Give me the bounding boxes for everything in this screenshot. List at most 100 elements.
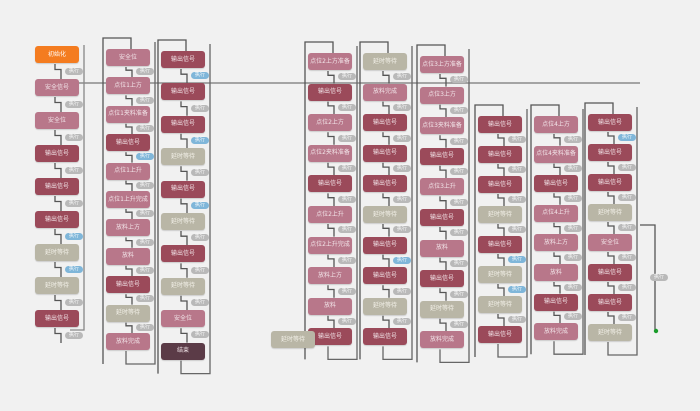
transition-badge[interactable]: 执行 <box>618 194 637 201</box>
flow-node-output[interactable]: 输出信号 <box>588 294 632 311</box>
flow-node-output[interactable]: 输出信号 <box>35 211 79 228</box>
transition-badge[interactable]: 执行 <box>191 266 210 274</box>
transition-badge[interactable]: 执行 <box>618 254 637 261</box>
flow-node-wait[interactable]: 延时等待 <box>161 277 205 295</box>
transition-badge[interactable]: 执行 <box>65 199 84 207</box>
transition-badge[interactable]: 执行 <box>450 198 469 206</box>
transition-badge[interactable]: 执行 <box>508 316 527 323</box>
transition-badge[interactable]: 执行 <box>393 226 412 234</box>
flow-node-step[interactable]: 安全信号 <box>35 79 79 96</box>
transition-badge[interactable]: 执行 <box>191 331 210 339</box>
flow-node-output[interactable]: 输出信号 <box>420 270 464 288</box>
transition-badge[interactable]: 执行 <box>338 226 357 234</box>
flow-node-output[interactable]: 输出信号 <box>363 236 407 254</box>
flow-node-step[interactable]: 安全位 <box>161 310 205 328</box>
transition-badge[interactable]: 执行 <box>136 181 155 189</box>
transition-badge[interactable]: 执行 <box>65 100 84 108</box>
flow-node-step[interactable]: 点位1上升完成 <box>106 191 150 208</box>
flow-node-step[interactable]: 放料完成 <box>534 323 578 341</box>
flow-node-output[interactable]: 输出信号 <box>588 174 632 191</box>
flow-node-output[interactable]: 输出信号 <box>106 134 150 152</box>
transition-badge[interactable]: 执行 <box>65 232 84 240</box>
flow-node-step[interactable]: 安全位 <box>106 49 150 66</box>
transition-badge[interactable]: 执行 <box>338 256 357 264</box>
flow-node-output[interactable]: 输出信号 <box>363 114 407 132</box>
transition-badge[interactable]: 执行 <box>338 103 357 111</box>
flow-node-step[interactable]: 放料完成 <box>420 331 464 349</box>
flow-node-output[interactable]: 输出信号 <box>35 145 79 162</box>
flow-node-output[interactable]: 输出信号 <box>588 264 632 281</box>
flow-node-step[interactable]: 点位1上升 <box>106 162 150 180</box>
flow-node-wait[interactable]: 延时等待 <box>363 53 407 70</box>
transition-badge[interactable]: 执行 <box>564 254 583 262</box>
flow-node-wait[interactable]: 延时等待 <box>271 331 315 348</box>
flow-node-wait[interactable]: 延时等待 <box>420 300 464 318</box>
transition-badge[interactable]: 执行 <box>450 137 469 145</box>
flow-node-step[interactable]: 点位4上方 <box>534 116 578 133</box>
flow-node-wait[interactable]: 延时等待 <box>478 296 522 313</box>
flow-node-step[interactable]: 放料完成 <box>106 333 150 350</box>
transition-badge[interactable]: 执行 <box>65 265 84 273</box>
transition-badge[interactable]: 执行 <box>450 290 469 298</box>
transition-badge[interactable]: 执行 <box>393 165 412 173</box>
flow-node-output[interactable]: 输出信号 <box>308 175 352 193</box>
transition-badge[interactable]: 执行 <box>393 318 412 326</box>
transition-badge[interactable]: 执行 <box>650 274 669 281</box>
transition-badge[interactable]: 执行 <box>618 224 637 231</box>
flow-node-output[interactable]: 输出信号 <box>308 83 352 101</box>
transition-badge[interactable]: 执行 <box>136 210 155 218</box>
flow-node-step[interactable]: 安全位 <box>588 234 632 251</box>
flow-node-step[interactable]: 点位2上升完成 <box>308 236 352 254</box>
transition-badge[interactable]: 执行 <box>564 283 583 291</box>
transition-badge[interactable]: 执行 <box>508 226 527 233</box>
transition-badge[interactable]: 执行 <box>618 164 637 171</box>
transition-badge[interactable]: 执行 <box>393 195 412 203</box>
transition-badge[interactable]: 执行 <box>508 166 527 173</box>
flow-node-wait[interactable]: 延时等待 <box>588 204 632 221</box>
flow-node-output[interactable]: 输出信号 <box>363 175 407 193</box>
transition-badge[interactable]: 执行 <box>450 106 469 114</box>
transition-badge[interactable]: 执行 <box>191 234 210 242</box>
transition-badge[interactable]: 执行 <box>136 323 155 331</box>
transition-badge[interactable]: 执行 <box>338 287 357 295</box>
transition-badge[interactable]: 执行 <box>508 196 527 203</box>
flow-node-output[interactable]: 输出信号 <box>588 144 632 161</box>
flow-node-output[interactable]: 输出信号 <box>161 83 205 101</box>
transition-badge[interactable]: 执行 <box>191 169 210 177</box>
transition-badge[interactable]: 执行 <box>450 168 469 176</box>
flow-node-output[interactable]: 输出信号 <box>534 293 578 311</box>
flow-node-output[interactable]: 输出信号 <box>35 178 79 195</box>
flow-node-step[interactable]: 放料上方 <box>106 219 150 237</box>
transition-badge[interactable]: 执行 <box>450 259 469 267</box>
flow-node-wait[interactable]: 延时等待 <box>35 244 79 261</box>
flow-node-output[interactable]: 输出信号 <box>35 310 79 327</box>
flow-node-output[interactable]: 输出信号 <box>363 144 407 162</box>
transition-badge[interactable]: 执行 <box>393 134 412 142</box>
transition-badge[interactable]: 执行 <box>508 136 527 143</box>
transition-badge[interactable]: 执行 <box>65 166 84 174</box>
transition-badge[interactable]: 执行 <box>338 318 357 326</box>
transition-badge[interactable]: 执行 <box>564 135 583 143</box>
flow-node-output[interactable]: 输出信号 <box>420 209 464 226</box>
transition-badge[interactable]: 执行 <box>564 165 583 173</box>
flow-node-output[interactable]: 输出信号 <box>478 326 522 343</box>
transition-badge[interactable]: 执行 <box>338 165 357 173</box>
transition-badge[interactable]: 执行 <box>564 195 583 202</box>
flow-node-wait[interactable]: 延时等待 <box>161 213 205 230</box>
flow-node-step[interactable]: 放料 <box>420 239 464 257</box>
transition-badge[interactable]: 执行 <box>191 201 210 209</box>
transition-badge[interactable]: 执行 <box>136 238 155 246</box>
flow-node-step[interactable]: 点位4上升 <box>534 204 578 222</box>
flow-node-step[interactable]: 安全位 <box>35 112 79 129</box>
transition-badge[interactable]: 执行 <box>136 267 155 274</box>
flow-node-output[interactable]: 输出信号 <box>363 328 407 346</box>
flow-node-step[interactable]: 点位3夹料准备 <box>420 117 464 135</box>
transition-badge[interactable]: 执行 <box>393 103 412 111</box>
transition-badge[interactable]: 执行 <box>65 331 84 339</box>
flow-node-output[interactable]: 输出信号 <box>478 146 522 163</box>
transition-badge[interactable]: 执行 <box>450 229 469 237</box>
flow-node-output[interactable]: 输出信号 <box>478 236 522 253</box>
transition-badge[interactable]: 执行 <box>338 195 357 203</box>
flow-node-output[interactable]: 输出信号 <box>420 147 464 165</box>
flow-node-output[interactable]: 输出信号 <box>106 276 150 294</box>
